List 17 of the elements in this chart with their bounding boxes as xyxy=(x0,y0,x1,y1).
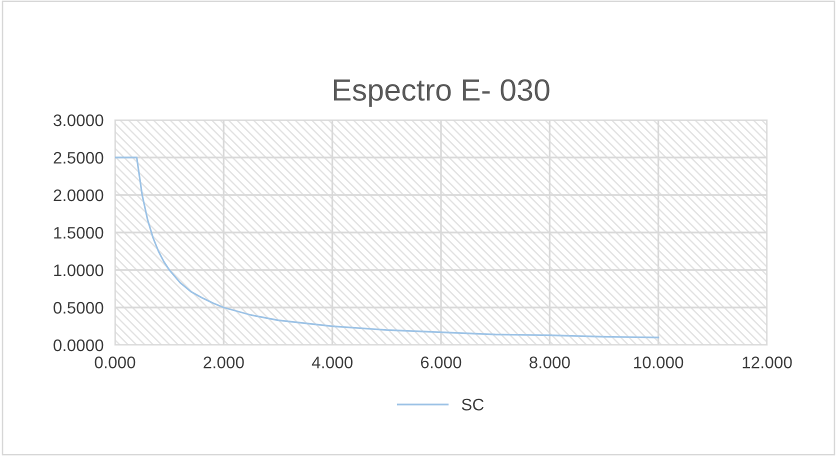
chart-title: Espectro E- 030 xyxy=(334,79,550,107)
y-tick-label: 0.5000 xyxy=(54,302,104,314)
y-tick-label: 3.0000 xyxy=(54,114,104,126)
y-tick-label: 0.0000 xyxy=(54,339,104,352)
x-tick-label: 10.000 xyxy=(634,356,684,368)
x-tick-label: 0.000 xyxy=(94,356,136,368)
y-tick-label: 2.0000 xyxy=(54,189,104,202)
x-tick-label: 12.000 xyxy=(742,356,792,368)
x-tick-label: 8.000 xyxy=(530,356,570,368)
y-tick-label: 1.0000 xyxy=(54,264,104,276)
legend-label: SC xyxy=(462,398,484,410)
x-tick-label: 6.000 xyxy=(420,356,462,368)
y-tick-label: 1.5000 xyxy=(54,226,104,239)
x-tick-label: 2.000 xyxy=(204,356,244,368)
y-tick-label: 2.5000 xyxy=(54,152,104,164)
line-series xyxy=(115,156,660,338)
x-tick-label: 4.000 xyxy=(312,356,353,368)
